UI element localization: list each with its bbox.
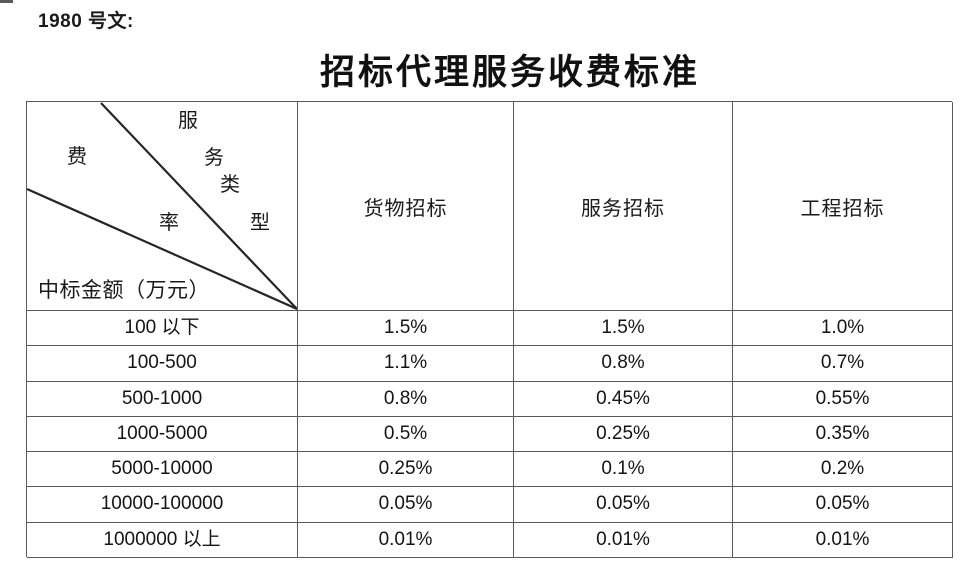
column-header-goods: 货物招标 xyxy=(298,102,514,311)
diagonal-label-service-type-char: 服 xyxy=(178,110,198,132)
fee-value: 0.05% xyxy=(298,487,514,523)
row-amount-label: 100-500 xyxy=(27,346,298,382)
screen-edge-artifact xyxy=(0,0,13,3)
fee-value: 0.5% xyxy=(298,416,514,453)
row-amount-label: 10000-100000 xyxy=(27,487,298,523)
fee-table: 服 务 类 型 费 率 中标金额（万元） 货物招标 服务招标 工程招标 100 … xyxy=(26,101,953,558)
diagonal-label-service-type-char: 型 xyxy=(250,212,270,234)
fee-value: 0.05% xyxy=(733,487,953,523)
row-amount-label: 1000-5000 xyxy=(27,416,298,453)
fee-value: 0.25% xyxy=(514,416,733,453)
row-amount-label: 500-1000 xyxy=(27,381,298,417)
fee-value: 1.0% xyxy=(733,311,953,347)
fee-value: 0.2% xyxy=(733,452,953,488)
fee-value: 0.45% xyxy=(514,381,733,417)
fee-value: 0.01% xyxy=(514,522,733,558)
diagonal-divider-lines xyxy=(27,102,297,310)
fee-value: 1.5% xyxy=(298,311,514,347)
fee-value: 0.1% xyxy=(514,452,733,488)
diagonal-label-service-type-char: 务 xyxy=(204,147,224,169)
fee-value: 0.55% xyxy=(733,381,953,417)
fee-value: 0.8% xyxy=(514,346,733,382)
fee-value: 0.01% xyxy=(733,522,953,558)
fee-value: 0.05% xyxy=(514,487,733,523)
fee-value: 1.1% xyxy=(298,346,514,382)
diagonal-header-cell: 服 务 类 型 费 率 中标金额（万元） xyxy=(27,102,298,311)
row-amount-label: 1000000 以上 xyxy=(27,522,298,558)
diagonal-label-fee-rate-char: 率 xyxy=(159,212,179,234)
fee-value: 0.8% xyxy=(298,381,514,417)
row-amount-label: 100 以下 xyxy=(27,311,298,347)
fee-value: 0.01% xyxy=(298,522,514,558)
diagonal-label-service-type-char: 类 xyxy=(220,174,240,196)
column-header-engineering: 工程招标 xyxy=(733,102,953,311)
column-header-service: 服务招标 xyxy=(514,102,733,311)
document-number: 1980 号文: xyxy=(38,11,134,32)
amount-column-label: 中标金额（万元） xyxy=(38,278,210,302)
fee-value: 0.35% xyxy=(733,416,953,453)
fee-value: 0.25% xyxy=(298,452,514,488)
diagonal-label-fee-rate-char: 费 xyxy=(67,146,87,168)
fee-value: 1.5% xyxy=(514,311,733,347)
row-amount-label: 5000-10000 xyxy=(27,452,298,488)
fee-value: 0.7% xyxy=(733,346,953,382)
page-title: 招标代理服务收费标准 xyxy=(319,53,700,92)
